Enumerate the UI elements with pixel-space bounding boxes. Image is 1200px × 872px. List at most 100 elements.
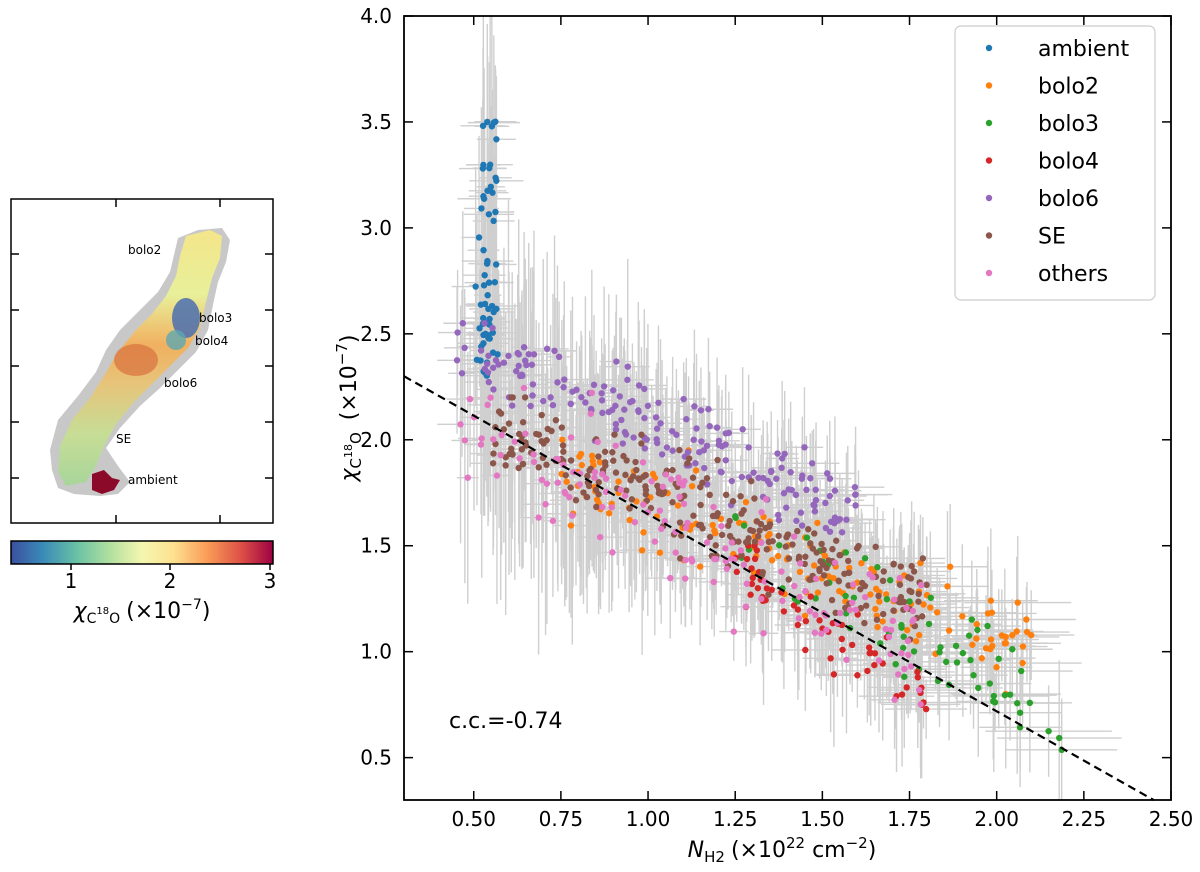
- point-bolo6: [609, 387, 617, 394]
- point-SE: [595, 479, 602, 486]
- point-SE: [890, 560, 897, 567]
- point-bolo6: [481, 320, 488, 327]
- point-bolo2: [987, 645, 994, 653]
- point-SE: [805, 526, 812, 533]
- point-others: [818, 630, 825, 637]
- point-SE: [586, 467, 593, 474]
- point-others: [849, 599, 856, 606]
- point-bolo3: [942, 658, 950, 666]
- point-SE: [659, 490, 667, 497]
- point-bolo3: [901, 673, 908, 680]
- point-bolo3: [906, 598, 913, 605]
- point-bolo6: [612, 426, 620, 433]
- point-SE: [669, 499, 676, 506]
- point-SE: [841, 570, 848, 577]
- point-bolo3: [874, 563, 881, 571]
- point-bolo4: [802, 646, 809, 654]
- point-others: [461, 437, 469, 444]
- point-bolo6: [826, 528, 834, 535]
- point-SE: [627, 476, 634, 484]
- point-SE: [737, 493, 744, 500]
- point-bolo6: [587, 405, 595, 413]
- point-bolo6: [454, 329, 461, 336]
- point-bolo4: [914, 674, 922, 681]
- x-tick-label: 0.75: [539, 807, 584, 831]
- point-bolo3: [968, 616, 976, 623]
- point-others: [852, 606, 859, 614]
- point-bolo2: [933, 609, 941, 616]
- point-others: [522, 430, 529, 437]
- point-SE: [820, 572, 828, 579]
- point-others: [823, 626, 830, 634]
- point-SE: [754, 533, 762, 540]
- point-bolo2: [846, 564, 853, 572]
- point-SE: [535, 431, 543, 438]
- point-bolo6: [812, 496, 820, 504]
- point-SE: [689, 474, 697, 481]
- point-bolo6: [808, 460, 816, 467]
- point-bolo6: [764, 477, 771, 485]
- point-bolo2: [959, 613, 966, 620]
- point-others: [681, 575, 689, 582]
- y-tick-label: 1.5: [360, 534, 392, 558]
- point-bolo6: [555, 353, 563, 361]
- point-others: [493, 472, 501, 479]
- point-bolo6: [600, 383, 608, 390]
- point-bolo2: [766, 530, 773, 538]
- point-others: [530, 458, 538, 466]
- point-SE: [729, 498, 737, 505]
- point-SE: [567, 484, 574, 491]
- point-ambient: [486, 164, 493, 172]
- point-bolo2: [692, 467, 700, 474]
- y-tick-label: 3.5: [360, 110, 392, 134]
- point-ambient: [492, 208, 499, 216]
- point-bolo2: [656, 549, 664, 556]
- point-bolo6: [560, 384, 567, 391]
- point-others: [762, 496, 770, 503]
- point-bolo4: [747, 591, 754, 598]
- point-bolo3: [1056, 734, 1063, 742]
- point-bolo4: [743, 555, 751, 563]
- point-SE: [502, 462, 509, 469]
- point-bolo6: [520, 344, 528, 351]
- point-SE: [795, 553, 803, 561]
- point-SE: [762, 524, 769, 532]
- point-bolo6: [822, 524, 830, 532]
- point-bolo6: [718, 469, 725, 476]
- legend: ambient bolo2 bolo3 bolo4 bolo6 SE others: [954, 25, 1156, 301]
- point-ambient: [482, 330, 489, 338]
- point-bolo3: [842, 549, 850, 556]
- point-bolo6: [644, 402, 652, 410]
- point-bolo3: [850, 594, 858, 601]
- point-bolo4: [807, 593, 814, 600]
- point-others: [901, 665, 908, 673]
- point-others: [710, 503, 717, 511]
- point-SE: [572, 497, 580, 504]
- point-bolo2: [563, 478, 570, 485]
- point-others: [497, 451, 504, 459]
- point-bolo3: [990, 692, 997, 700]
- point-bolo6: [655, 399, 662, 406]
- point-bolo3: [927, 594, 935, 601]
- point-SE: [628, 496, 636, 503]
- point-bolo6: [775, 511, 782, 519]
- point-bolo6: [778, 464, 785, 472]
- point-bolo4: [780, 608, 788, 615]
- map-ticks: [11, 199, 273, 523]
- point-bolo6: [529, 392, 536, 399]
- point-bolo6: [489, 364, 497, 371]
- point-bolo6: [831, 487, 839, 494]
- point-bolo6: [561, 376, 568, 383]
- point-bolo2: [810, 562, 818, 569]
- point-bolo3: [984, 622, 991, 630]
- point-bolo2: [867, 591, 874, 598]
- point-bolo2: [915, 631, 923, 639]
- point-others: [484, 401, 491, 409]
- y-tick-label: 2.0: [360, 428, 392, 452]
- point-bolo2: [640, 529, 647, 536]
- point-bolo3: [861, 555, 869, 562]
- point-bolo6: [745, 444, 752, 451]
- point-bolo6: [787, 468, 794, 476]
- point-bolo6: [852, 491, 859, 498]
- point-bolo6: [755, 474, 762, 481]
